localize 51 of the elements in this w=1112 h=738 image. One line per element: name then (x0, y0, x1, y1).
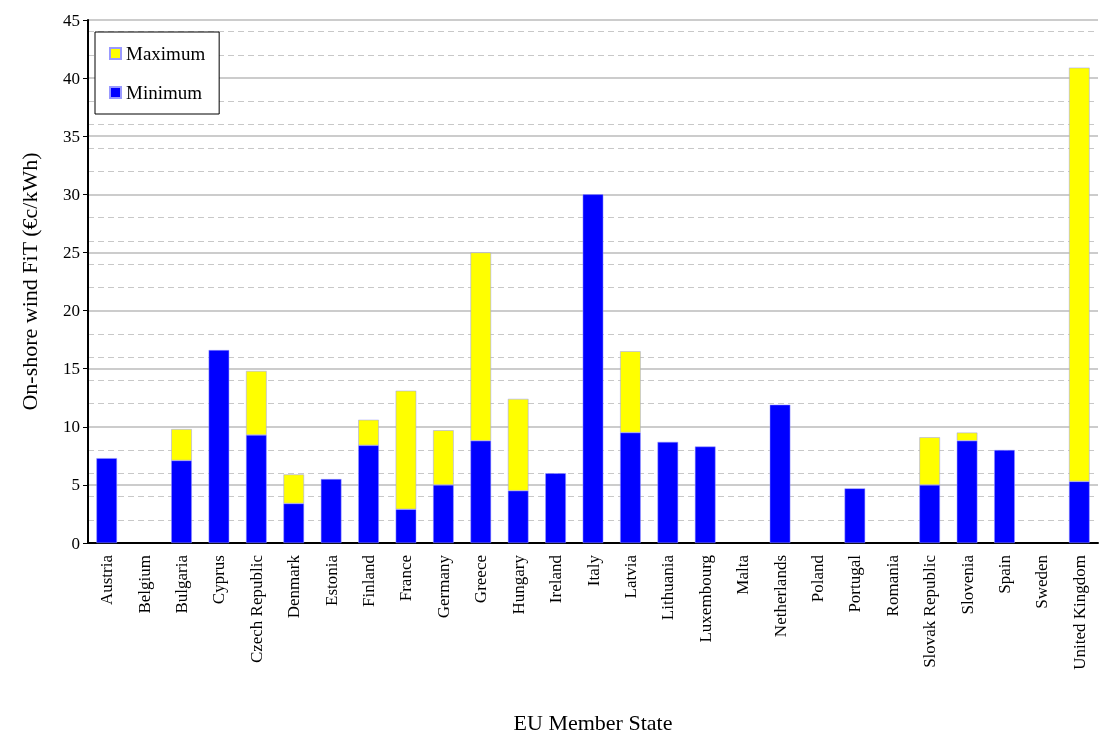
y-tick-label: 0 (71, 533, 80, 553)
y-tick-label: 15 (63, 359, 80, 379)
bar (545, 473, 566, 543)
bar (320, 479, 342, 543)
bar (657, 441, 679, 543)
x-tick-label: Italy (583, 554, 603, 587)
x-tick-label: Cyprus (209, 555, 229, 605)
y-tick-label: 35 (63, 126, 80, 146)
x-tick-label: Slovak Republic (920, 554, 940, 668)
x-tick-label: Spain (994, 554, 1014, 594)
x-tick-label: United Kingdom (1069, 555, 1089, 670)
bar (769, 404, 791, 543)
bar (694, 446, 716, 543)
x-tick-label: Finland (359, 554, 379, 607)
x-tick-label: Belgium (134, 555, 154, 614)
x-tick-label: Germany (433, 554, 453, 619)
bar (96, 458, 117, 543)
x-tick-label: Malta (733, 554, 753, 595)
y-axis-title: On-shore wind FiT (€c/kWh) (16, 152, 42, 411)
x-tick-label: Denmark (284, 554, 304, 619)
x-tick-label: France (396, 555, 416, 602)
y-tick-label: 30 (63, 184, 80, 204)
y-tick-label: 25 (63, 242, 80, 262)
legend-label: Minimum (126, 82, 203, 103)
legend-label: Maximum (126, 43, 206, 64)
x-tick-label: Bulgaria (172, 554, 192, 614)
x-tick-label: Poland (807, 554, 827, 603)
x-tick-label: Netherlands (770, 555, 790, 638)
x-tick-label: Latvia (620, 554, 640, 599)
x-axis-title: EU Member State (513, 709, 673, 735)
bar (208, 350, 230, 543)
x-tick-label: Lithuania (658, 554, 678, 621)
x-tick-label: Austria (97, 554, 117, 606)
x-tick-label: Czech Republic (246, 554, 266, 664)
y-tick-label: 20 (63, 301, 80, 321)
y-tick-label: 10 (63, 417, 80, 437)
y-tick-label: 40 (63, 68, 80, 88)
bar (844, 488, 866, 543)
x-tick-label: Luxembourg (695, 554, 715, 643)
bar (994, 450, 1015, 543)
x-tick-label: Slovenia (957, 554, 977, 615)
x-tick-label: Ireland (546, 554, 566, 604)
x-tick-label: Romania (882, 554, 902, 617)
bar (582, 194, 604, 543)
x-tick-label: Estonia (321, 554, 341, 606)
x-tick-label: Portugal (845, 554, 865, 613)
y-tick-label: 5 (71, 475, 80, 495)
x-tick-label: Greece (471, 555, 491, 604)
y-tick-label: 45 (63, 10, 80, 30)
x-tick-label: Sweden (1032, 554, 1052, 609)
x-tick-label: Hungary (508, 554, 528, 615)
